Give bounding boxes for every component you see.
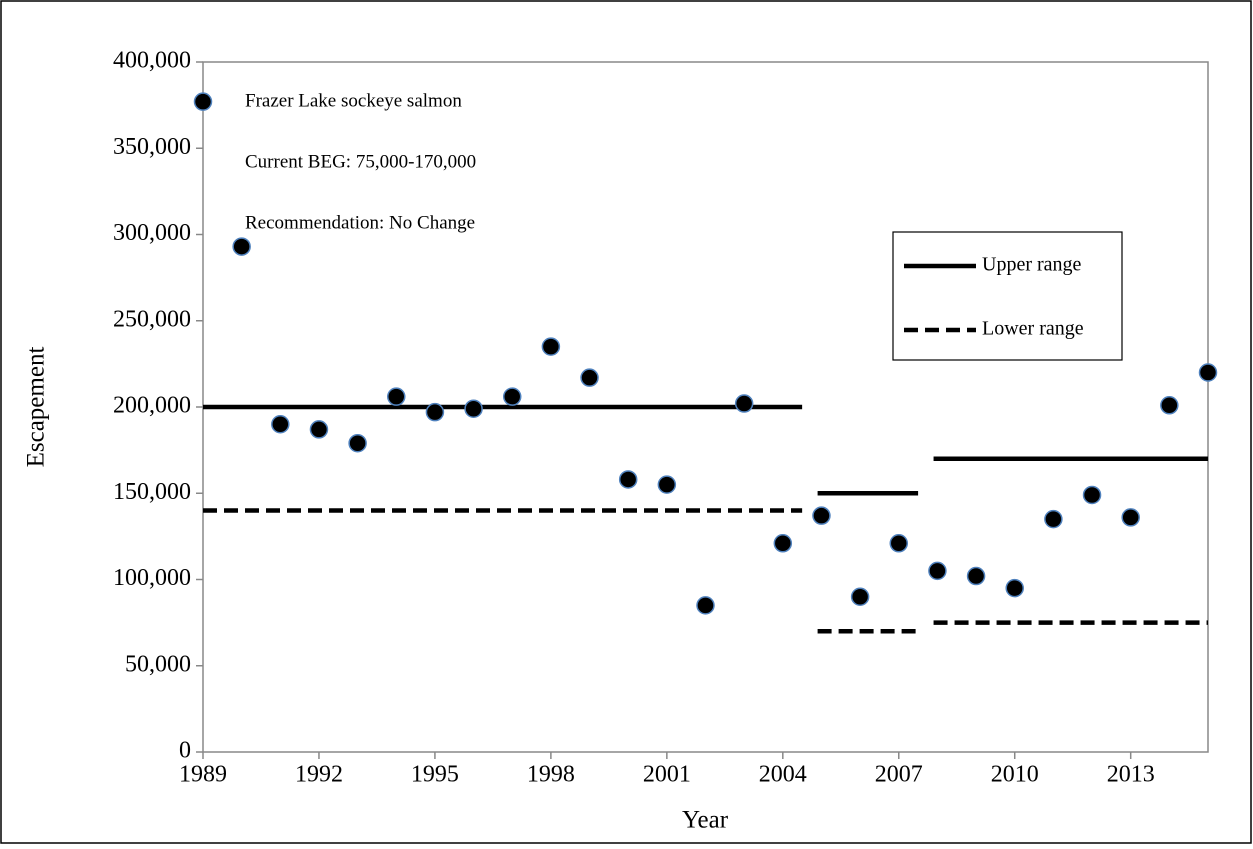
- y-tick-label: 250,000: [113, 306, 191, 332]
- x-tick-label: 2013: [1107, 762, 1155, 788]
- x-tick-label: 2007: [875, 762, 923, 788]
- annotation: Recommendation: No Change: [245, 212, 475, 233]
- x-tick-label: 1989: [179, 762, 227, 788]
- data-point: [348, 433, 367, 453]
- annotation: Current BEG: 75,000-170,000: [245, 151, 476, 172]
- x-axis-title: Year: [682, 807, 729, 834]
- data-point: [232, 237, 251, 256]
- data-point: [928, 561, 947, 581]
- data-point: [1198, 363, 1218, 382]
- legend-label: Lower range: [982, 318, 1084, 340]
- x-tick-label: 1992: [295, 762, 343, 788]
- y-tick-label: 0: [179, 738, 191, 764]
- data-point: [580, 368, 599, 387]
- x-tick-label: 2004: [759, 762, 807, 788]
- y-tick-label: 400,000: [113, 48, 191, 74]
- data-point: [1121, 508, 1140, 527]
- legend-box: [892, 231, 1123, 361]
- x-tick-label: 1995: [411, 762, 459, 788]
- data-point: [387, 387, 406, 406]
- data-point: [657, 475, 677, 494]
- data-point: [966, 566, 986, 586]
- data-point: [696, 596, 715, 615]
- data-point: [812, 506, 831, 525]
- y-axis-title: Escapement: [23, 347, 50, 468]
- y-tick-label: 300,000: [113, 220, 191, 246]
- data-point: [1005, 578, 1024, 598]
- data-point: [425, 402, 445, 422]
- data-point: [271, 415, 290, 434]
- data-point: [773, 534, 793, 553]
- legend-label: Upper range: [982, 254, 1082, 276]
- data-point: [618, 470, 638, 489]
- data-point: [1160, 396, 1179, 415]
- data-point: [541, 337, 561, 356]
- x-tick-label: 1998: [527, 762, 575, 788]
- data-point: [1082, 485, 1102, 505]
- data-point: [193, 92, 213, 111]
- annotation: Frazer Lake sockeye salmon: [245, 90, 462, 111]
- data-point: [1044, 509, 1063, 529]
- x-tick-label: 2010: [991, 762, 1039, 788]
- x-tick-label: 2001: [643, 762, 691, 788]
- y-tick-label: 50,000: [125, 651, 191, 677]
- data-point: [850, 587, 870, 606]
- y-tick-label: 200,000: [113, 393, 191, 419]
- data-point: [309, 420, 329, 439]
- data-point: [734, 394, 754, 413]
- data-point: [889, 534, 909, 553]
- y-tick-label: 150,000: [113, 479, 191, 505]
- y-tick-label: 350,000: [113, 134, 191, 160]
- y-tick-label: 100,000: [113, 565, 191, 591]
- data-point: [464, 399, 483, 418]
- data-point: [502, 387, 522, 406]
